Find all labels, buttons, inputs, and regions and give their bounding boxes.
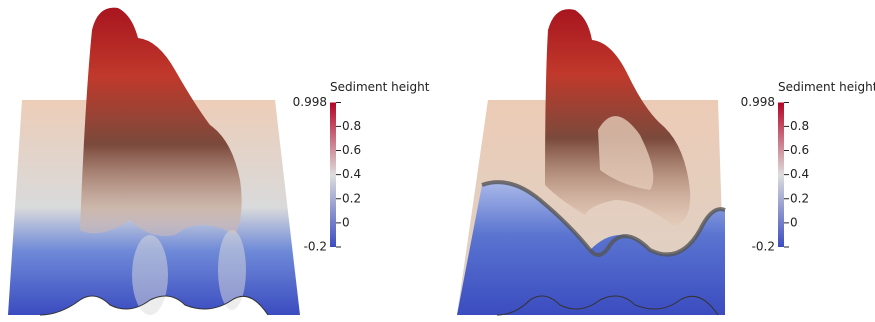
colorbar-tick-label: 0.2 bbox=[342, 191, 361, 205]
colorbar-tick-label: 0.8 bbox=[342, 119, 361, 133]
colorbar-tick-label: 0.4 bbox=[342, 167, 361, 181]
colorbar-title: Sediment height bbox=[778, 80, 875, 94]
colorbar-tick-label: 0 bbox=[790, 215, 798, 229]
colorbar-tick-label: 0.4 bbox=[790, 167, 809, 181]
colorbar-tick-label: 0.6 bbox=[342, 143, 361, 157]
colorbar-tick-label: 0.8 bbox=[790, 119, 809, 133]
colorbar bbox=[330, 102, 336, 247]
colorbar-tick-label: 0.6 bbox=[790, 143, 809, 157]
colorbar-tick-label: 0.998 bbox=[741, 95, 775, 109]
surface-right bbox=[457, 9, 726, 316]
colorbar-title: Sediment height bbox=[330, 80, 430, 94]
colorbar-tick-label: 0 bbox=[342, 215, 350, 229]
colorbar-tick-label: 0.998 bbox=[293, 95, 327, 109]
colorbar-tick-label: 0.2 bbox=[790, 191, 809, 205]
surface-left bbox=[8, 7, 300, 316]
colorbar-tick-label: -0.2 bbox=[752, 240, 775, 254]
colorbar bbox=[778, 102, 784, 247]
colorbar-tick-label: -0.2 bbox=[304, 240, 327, 254]
